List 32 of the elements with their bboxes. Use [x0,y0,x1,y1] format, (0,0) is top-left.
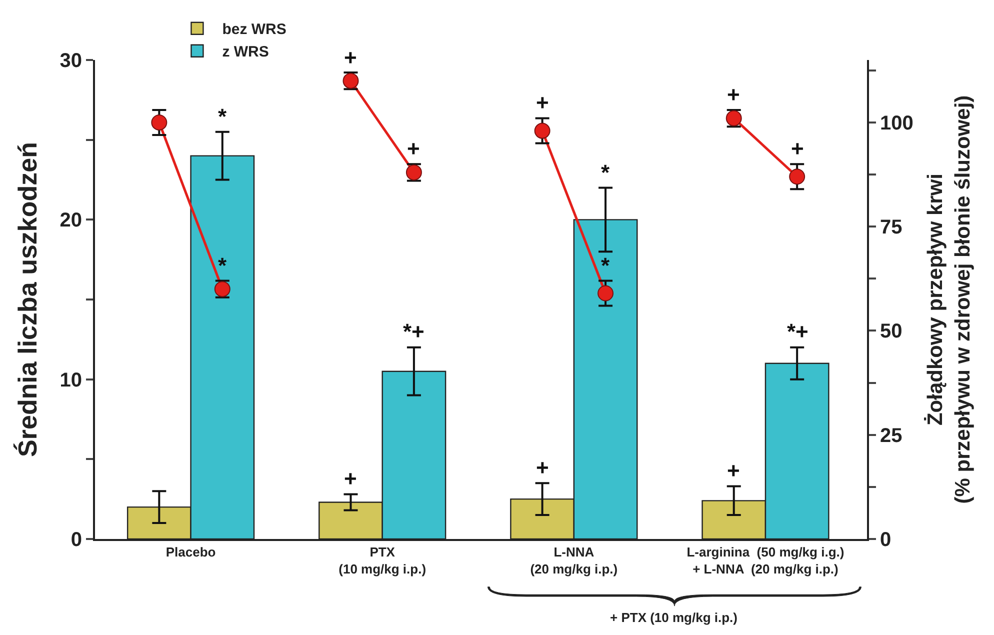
data-label: *+ [403,319,424,344]
y-tick-label: 20 [60,210,82,232]
data-label: * [601,253,610,278]
y2-tick-label: 0 [880,529,892,551]
legend-label: bez WRS [222,21,286,38]
x-tick-label: PTX (10 mg/kg i.p.) [338,544,426,576]
x-tick-label: Placebo [166,544,216,560]
y-tick-label: 30 [60,50,82,72]
y-tick-label: 10 [60,369,82,392]
data-label: * [601,160,610,185]
y-tick-label: 0 [70,529,82,551]
y-axis-title: Średnia liczba uszkodzeń [12,142,43,457]
data-label: * [218,253,227,278]
x-tick-label: L-NNA (20 mg/kg i.p.) [530,544,618,576]
data-label: *+ [787,319,808,344]
data-label: + [791,136,804,161]
x-tick-label: L-arginina (50 mg/kg i.g.) + L-NNA (20 mg/kg i.p.) [686,544,844,576]
legend-label: z WRS [222,44,269,61]
y2-tick-label: 50 [880,320,902,343]
data-label: + [727,82,740,107]
data-label: + [536,90,549,115]
data-label: + [407,136,420,161]
data-label: + [344,45,357,70]
y2-tick-label: 100 [880,112,914,134]
data-label: * [218,104,227,129]
y2-tick-label: 25 [880,424,902,447]
y2-tick-label: 75 [880,216,902,239]
data-label: + [536,455,549,480]
data-label: + [727,458,740,483]
data-label: + [344,466,357,491]
y2-axis-title: Żołądkowy przepływ krwi (% przepływu w zdrowej błonie śluzowej) [924,95,974,504]
text: + PTX (10 mg/kg i.p.) [610,610,738,625]
